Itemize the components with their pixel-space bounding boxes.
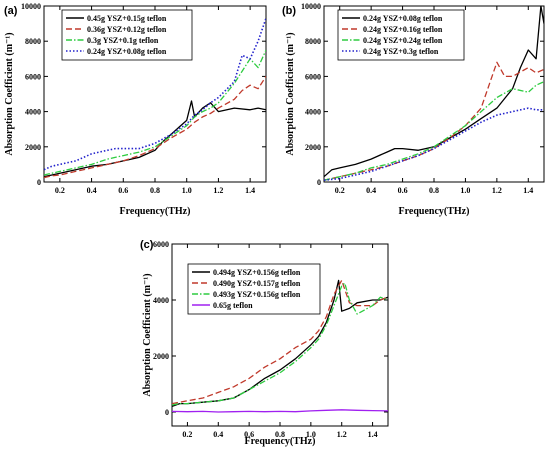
y-axis-title: Absorption Coefficient (m⁻¹): [285, 32, 296, 155]
panel-label-c: (c): [140, 239, 154, 251]
x-tick-label: 1.4: [523, 186, 533, 195]
series-line: [44, 76, 266, 179]
y-axis-title: Absorption Coefficient (m⁻¹): [142, 273, 153, 396]
series-line: [44, 100, 266, 178]
x-axis-title: Frequency(THz): [245, 436, 316, 447]
series-line: [172, 279, 388, 405]
y-tick-label: 0: [37, 178, 41, 187]
x-axis-title: Frequency(THz): [399, 206, 470, 217]
series-line: [44, 18, 266, 171]
y-tick-label: 2000: [25, 143, 41, 152]
legend-label: 0.24g YSZ+0.3g teflon: [363, 47, 439, 56]
legend-label: 0.45g YSZ+0.15g teflon: [87, 14, 167, 23]
y-tick-label: 6000: [25, 72, 41, 81]
legend-label: 0.24g YSZ+0.24g teflon: [363, 36, 443, 45]
chart-panel-b: 0.2 0.4 0.6 0.8 1.0 1.2 1.4 0 2000 4000 6000 8000 10…: [285, 2, 545, 217]
legend-label: 0.490g YSZ+0.157g teflon: [213, 279, 301, 288]
y-tick-label: 0: [165, 408, 169, 417]
chart-panel-c: 0.2 0.4 0.6 0.8 1.0 1.2 1.4 0 2000 4000 6000 Freque…: [142, 240, 389, 447]
y-axis-title: Absorption Coefficient (m⁻¹): [4, 32, 15, 155]
series-group: [172, 279, 388, 413]
y-tick-label: 4000: [305, 108, 321, 117]
y-tick-label: 4000: [153, 296, 169, 305]
x-tick-label: 0.6: [398, 186, 408, 195]
y-tick-label: 8000: [25, 37, 41, 46]
x-tick-label: 1.2: [337, 430, 347, 439]
x-tick-label: 0.2: [55, 186, 65, 195]
x-tick-label: 1.2: [213, 186, 223, 195]
y-tick-label: 2000: [153, 352, 169, 361]
legend-label: 0.65g teflon: [213, 301, 253, 310]
legend-label: 0.36g YSZ+0.12g teflon: [87, 25, 167, 34]
series-line: [324, 61, 544, 181]
x-tick-label: 0.8: [275, 430, 285, 439]
legend-label: 0.3g YSZ+0.1g teflon: [87, 36, 159, 45]
y-tick-label: 0: [317, 178, 321, 187]
series-group: [44, 18, 266, 179]
x-tick-label: 0.4: [213, 430, 223, 439]
x-tick-label: 0.6: [118, 186, 128, 195]
series-line: [172, 282, 388, 406]
x-tick-label: 0.8: [150, 186, 160, 195]
x-tick-label: 0.6: [244, 430, 254, 439]
y-tick-label: 10000: [21, 2, 41, 11]
panel-label-a: (a): [4, 5, 18, 17]
x-tick-label: 1.4: [245, 186, 255, 195]
series-group: [324, 6, 544, 181]
legend-label: 0.24g YSZ+0.08g teflon: [363, 14, 443, 23]
x-tick-label: 0.4: [366, 186, 376, 195]
x-tick-label: 1.2: [492, 186, 502, 195]
y-tick-label: 4000: [25, 108, 41, 117]
panel-label-b: (b): [282, 5, 296, 17]
x-tick-label: 0.8: [429, 186, 439, 195]
x-tick-label: 0.2: [335, 186, 345, 195]
series-line: [324, 6, 544, 178]
y-tick-label: 2000: [305, 143, 321, 152]
series-line: [44, 49, 266, 176]
series-line: [172, 409, 388, 413]
legend-label: 0.24g YSZ+0.16g teflon: [363, 25, 443, 34]
chart-panel-a: 0.2 0.4 0.6 0.8 1.0 1.2 1.4 0 2000 4000 6000 8000 10…: [4, 2, 267, 217]
series-line: [324, 107, 544, 181]
legend-label: 0.493g YSZ+0.156g teflon: [213, 290, 301, 299]
x-tick-label: 1.0: [182, 186, 192, 195]
x-axis-title: Frequency(THz): [120, 206, 191, 217]
x-tick-label: 1.4: [368, 430, 378, 439]
x-tick-label: 0.2: [182, 430, 192, 439]
y-tick-label: 8000: [305, 37, 321, 46]
y-tick-label: 6000: [305, 72, 321, 81]
x-tick-label: 1.0: [306, 430, 316, 439]
x-tick-label: 1.0: [460, 186, 470, 195]
legend-label: 0.24g YSZ+0.08g teflon: [87, 47, 167, 56]
y-tick-label: 10000: [301, 2, 321, 11]
x-tick-label: 0.4: [87, 186, 97, 195]
legend-label: 0.494g YSZ+0.156g teflon: [213, 268, 301, 277]
series-line: [324, 81, 544, 181]
y-tick-label: 6000: [153, 240, 169, 249]
